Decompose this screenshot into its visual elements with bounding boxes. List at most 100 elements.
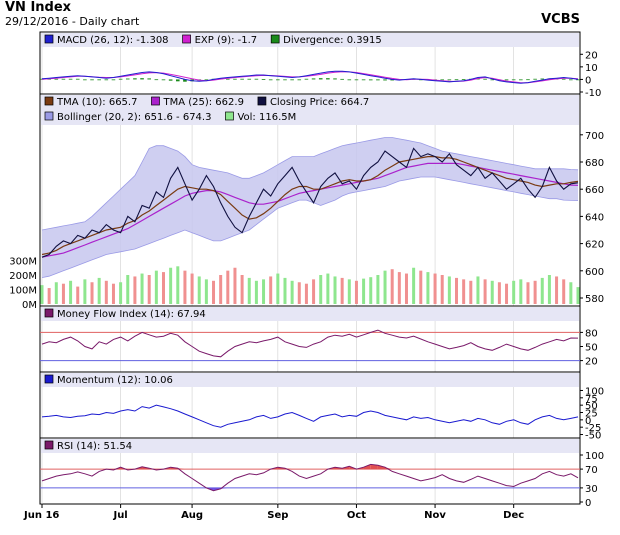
macd-div-bar bbox=[533, 78, 537, 80]
volume-bar bbox=[440, 275, 444, 304]
macd-div-bar bbox=[233, 78, 237, 80]
volume-bar bbox=[254, 280, 258, 304]
price-ytick-5: 600 bbox=[585, 267, 604, 278]
price-ytick-6: 580 bbox=[585, 294, 604, 305]
volume-bar bbox=[419, 270, 423, 304]
volume-bar bbox=[483, 279, 487, 304]
legend-swatch-2-0 bbox=[44, 308, 54, 318]
volume-bar bbox=[83, 279, 87, 304]
volume-bar bbox=[304, 283, 308, 304]
macd-div-bar bbox=[90, 79, 94, 81]
panel-3-ytick-3: 25 bbox=[585, 409, 598, 420]
macd-div-bar bbox=[447, 79, 452, 81]
xtick-label-1: Jul bbox=[112, 510, 127, 521]
volume-bar bbox=[383, 270, 387, 304]
volume-bar bbox=[161, 272, 165, 304]
volume-bar bbox=[433, 273, 437, 304]
macd-div-bar bbox=[283, 79, 287, 81]
macd-ytick-1: 10 bbox=[585, 63, 598, 74]
volume-bar bbox=[412, 267, 416, 304]
macd-div-bar bbox=[390, 79, 394, 81]
volume-bar bbox=[154, 270, 158, 304]
macd-ytick-2: 0 bbox=[585, 75, 591, 86]
brand-label: VCBS bbox=[541, 12, 580, 27]
xtick-label-3: Sep bbox=[267, 510, 288, 521]
macd-div-bar bbox=[304, 78, 309, 80]
volume-bar bbox=[126, 275, 130, 304]
volume-bar bbox=[362, 278, 366, 304]
volume-bar bbox=[476, 276, 480, 304]
macd-div-bar bbox=[511, 79, 516, 81]
volume-bar bbox=[340, 277, 344, 304]
volume-bar bbox=[354, 280, 358, 304]
closing-price-line bbox=[41, 147, 579, 258]
volume-bar bbox=[54, 282, 58, 304]
volume-bar bbox=[69, 280, 73, 304]
macd-div-bar bbox=[97, 79, 101, 81]
volume-bar bbox=[576, 287, 580, 304]
volume-bar bbox=[269, 276, 273, 304]
macd-div-bar bbox=[368, 79, 373, 81]
volume-bar bbox=[219, 275, 223, 304]
legend-swatch-0-2 bbox=[270, 34, 280, 44]
volume-bar bbox=[119, 282, 123, 304]
macd-ytick-3: -10 bbox=[585, 88, 601, 99]
legend-text-0-0: MACD (26, 12): -1.308 bbox=[57, 35, 169, 46]
panel-3-ytick-2: 50 bbox=[585, 401, 598, 412]
volume-bar bbox=[312, 279, 316, 304]
volume-bar bbox=[262, 279, 266, 304]
macd-div-bar bbox=[361, 79, 366, 81]
xtick-label-0: Jun 16 bbox=[23, 510, 59, 521]
volume-bar bbox=[283, 277, 287, 304]
macd-div-bar bbox=[383, 79, 387, 81]
volume-bar bbox=[347, 279, 351, 304]
macd-div-bar bbox=[268, 79, 273, 81]
macd-div-bar bbox=[311, 78, 316, 80]
volume-bar bbox=[369, 277, 373, 304]
macd-div-bar bbox=[519, 79, 523, 81]
volume-bar bbox=[233, 267, 237, 304]
xtick-label-6: Dec bbox=[503, 510, 524, 521]
volume-bar bbox=[247, 277, 251, 304]
macd-div-bar bbox=[340, 78, 344, 80]
volume-ytick-2: 100M bbox=[9, 286, 37, 297]
bollinger-upper-line bbox=[41, 137, 579, 231]
macd-div-bar bbox=[240, 78, 244, 80]
macd-div-bar bbox=[254, 78, 259, 80]
bollinger-band bbox=[42, 137, 578, 278]
volume-bar bbox=[76, 286, 80, 304]
volume-bar bbox=[326, 273, 330, 304]
volume-bar bbox=[40, 285, 44, 304]
bollinger-lower-line bbox=[41, 176, 579, 278]
legend-swatch-0-1 bbox=[182, 34, 191, 44]
volume-ytick-3: 0M bbox=[22, 300, 37, 311]
volume-bar bbox=[376, 275, 380, 304]
macd-div-bar bbox=[290, 79, 294, 81]
chart-subtitle: 29/12/2016 - Daily chart bbox=[5, 15, 140, 28]
panel-3-legend-bg bbox=[41, 373, 579, 387]
panel-4-ytick-3: 0 bbox=[585, 498, 591, 509]
panel-2-legend-bg bbox=[41, 307, 579, 321]
legend-text-1-4: Vol: 116.5M bbox=[237, 112, 296, 123]
volume-bar bbox=[212, 280, 216, 304]
volume-bar bbox=[526, 282, 530, 304]
xtick-label-5: Nov bbox=[424, 510, 446, 521]
macd-div-bar bbox=[183, 79, 187, 82]
panel-2-ytick-2: 20 bbox=[585, 357, 598, 368]
panel-3-ytick-6: -50 bbox=[585, 431, 601, 442]
panel-4-overbought-fill bbox=[177, 468, 185, 470]
volume-bar bbox=[490, 280, 494, 304]
panel-3-ytick-1: 75 bbox=[585, 394, 598, 405]
legend-text-3-0: Momentum (12): 10.06 bbox=[57, 375, 173, 386]
legend-text-1-0: TMA (10): 665.7 bbox=[56, 97, 137, 108]
legend-text-4-0: RSI (14): 51.54 bbox=[57, 441, 132, 452]
macd-div-bar bbox=[297, 79, 302, 81]
macd-div-bar bbox=[261, 79, 266, 80]
panel-4-ytick-2: 30 bbox=[585, 484, 598, 495]
legend-swatch-1-0 bbox=[44, 96, 54, 106]
volume-bar bbox=[505, 283, 509, 304]
panel-3-ytick-5: -25 bbox=[585, 423, 601, 434]
volume-bar bbox=[426, 272, 430, 304]
volume-bar bbox=[183, 270, 187, 304]
